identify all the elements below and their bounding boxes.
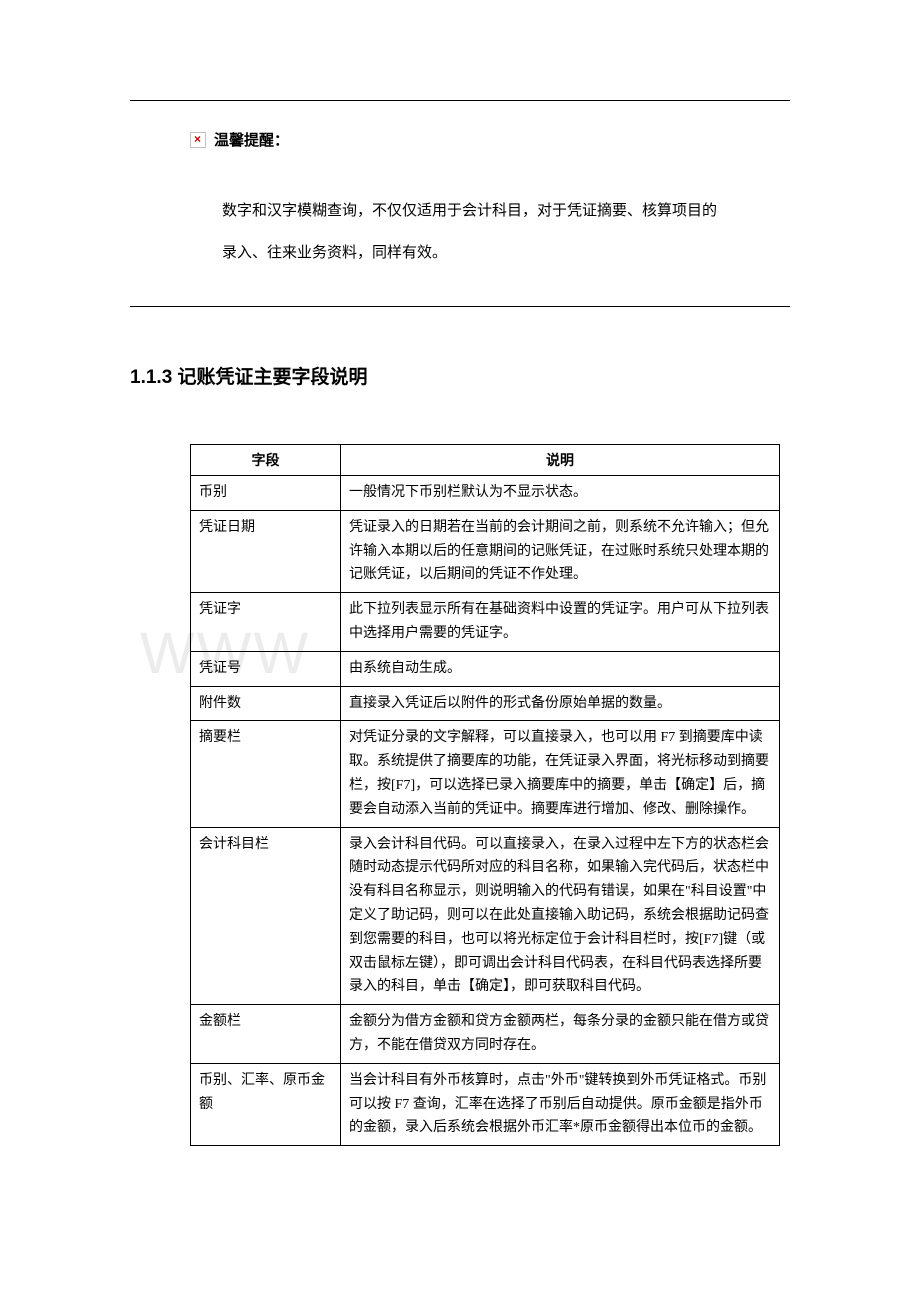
tip-line-2: 录入、往来业务资料，同样有效。: [222, 232, 790, 274]
desc-cell: 金额分为借方金额和贷方金额两栏，每条分录的金额只能在借方或贷方，不能在借贷双方同…: [341, 1005, 780, 1064]
field-cell: 币别、汇率、原币金额: [191, 1063, 341, 1145]
table-row: 币别一般情况下币别栏默认为不显示状态。: [191, 476, 780, 511]
field-cell: 会计科目栏: [191, 827, 341, 1005]
header-field: 字段: [191, 445, 341, 476]
desc-cell: 对凭证分录的文字解释，可以直接录入，也可以用 F7 到摘要库中读取。系统提供了摘…: [341, 721, 780, 827]
field-cell: 附件数: [191, 686, 341, 721]
table-row: 凭证号由系统自动生成。: [191, 651, 780, 686]
broken-image-icon: [190, 132, 206, 148]
field-cell: 金额栏: [191, 1005, 341, 1064]
table-row: 摘要栏对凭证分录的文字解释，可以直接录入，也可以用 F7 到摘要库中读取。系统提…: [191, 721, 780, 827]
table-header-row: 字段 说明: [191, 445, 780, 476]
field-cell: 凭证号: [191, 651, 341, 686]
section-heading: 1.1.3 记账凭证主要字段说明: [130, 362, 790, 389]
field-table: 字段 说明 币别一般情况下币别栏默认为不显示状态。凭证日期凭证录入的日期若在当前…: [190, 444, 780, 1146]
header-desc: 说明: [341, 445, 780, 476]
table-row: 凭证日期凭证录入的日期若在当前的会计期间之前，则系统不允许输入；但允许输入本期以…: [191, 510, 780, 592]
table-row: 凭证字此下拉列表显示所有在基础资料中设置的凭证字。用户可从下拉列表中选择用户需要…: [191, 593, 780, 652]
field-cell: 币别: [191, 476, 341, 511]
tip-header: 温馨提醒：: [190, 129, 790, 150]
field-cell: 凭证日期: [191, 510, 341, 592]
tip-line-1: 数字和汉字模糊查询，不仅仅适用于会计科目，对于凭证摘要、核算项目的: [222, 190, 790, 232]
desc-cell: 一般情况下币别栏默认为不显示状态。: [341, 476, 780, 511]
table-row: 币别、汇率、原币金额当会计科目有外币核算时，点击"外币"键转换到外币凭证格式。币…: [191, 1063, 780, 1145]
table-row: 会计科目栏录入会计科目代码。可以直接录入，在录入过程中左下方的状态栏会随时动态提…: [191, 827, 780, 1005]
tip-box: 温馨提醒： 数字和汉字模糊查询，不仅仅适用于会计科目，对于凭证摘要、核算项目的 …: [130, 100, 790, 307]
desc-cell: 当会计科目有外币核算时，点击"外币"键转换到外币凭证格式。币别可以按 F7 查询…: [341, 1063, 780, 1145]
desc-cell: 凭证录入的日期若在当前的会计期间之前，则系统不允许输入；但允许输入本期以后的任意…: [341, 510, 780, 592]
desc-cell: 此下拉列表显示所有在基础资料中设置的凭证字。用户可从下拉列表中选择用户需要的凭证…: [341, 593, 780, 652]
desc-cell: 由系统自动生成。: [341, 651, 780, 686]
tip-title: 温馨提醒：: [214, 129, 289, 150]
desc-cell: 直接录入凭证后以附件的形式备份原始单据的数量。: [341, 686, 780, 721]
section-number: 1.1.3: [130, 367, 172, 388]
table-row: 金额栏金额分为借方金额和贷方金额两栏，每条分录的金额只能在借方或贷方，不能在借贷…: [191, 1005, 780, 1064]
desc-cell: 录入会计科目代码。可以直接录入，在录入过程中左下方的状态栏会随时动态提示代码所对…: [341, 827, 780, 1005]
table-row: 附件数直接录入凭证后以附件的形式备份原始单据的数量。: [191, 686, 780, 721]
field-cell: 凭证字: [191, 593, 341, 652]
tip-body: 数字和汉字模糊查询，不仅仅适用于会计科目，对于凭证摘要、核算项目的 录入、往来业…: [190, 190, 790, 274]
section-title: 记账凭证主要字段说明: [178, 367, 368, 388]
field-cell: 摘要栏: [191, 721, 341, 827]
